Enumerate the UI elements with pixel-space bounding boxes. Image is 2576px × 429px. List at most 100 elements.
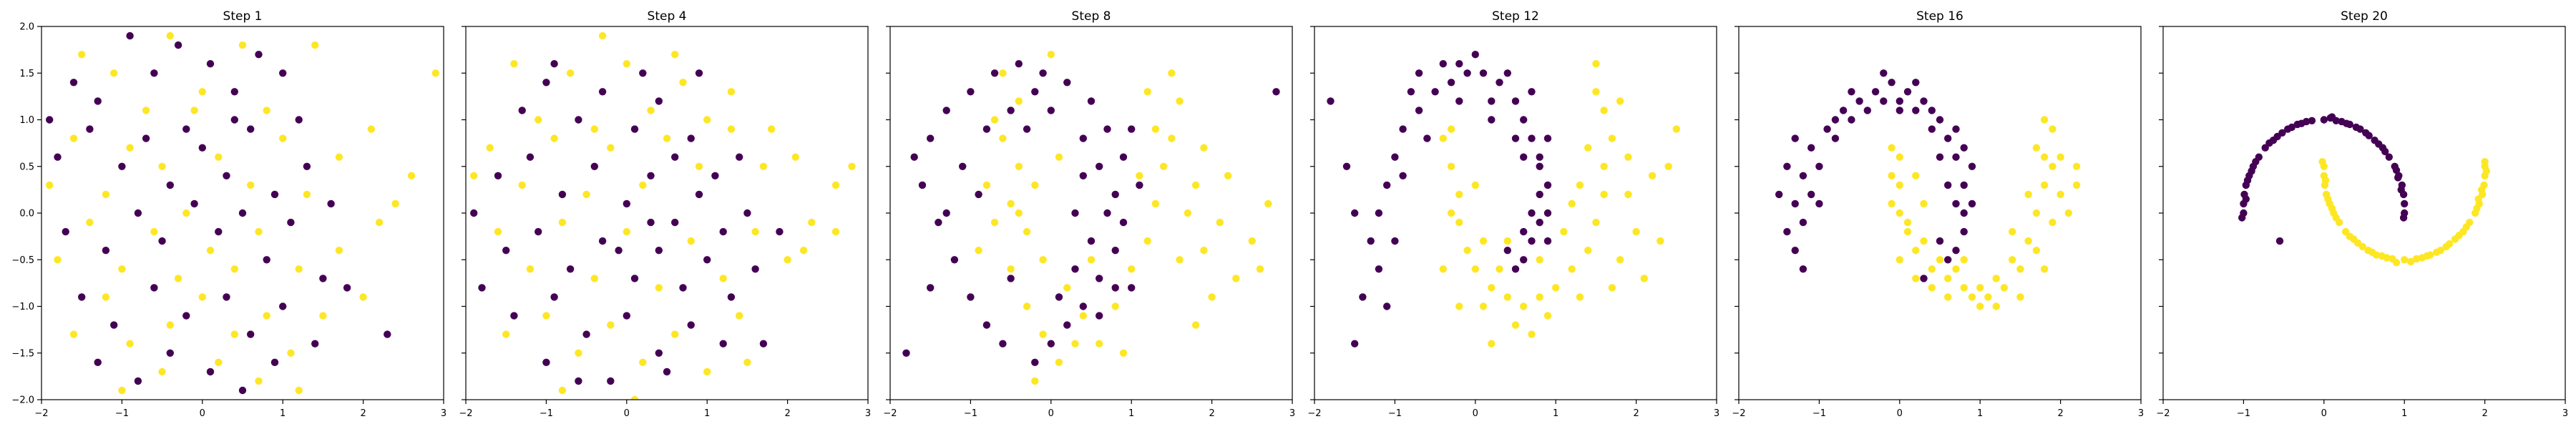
scatter-point-class-1 <box>2072 181 2081 189</box>
scatter-point-class-1 <box>319 312 327 320</box>
scatter-point-class-0 <box>1936 153 1944 161</box>
x-tick-label: 3 <box>441 408 447 419</box>
scatter-point-class-0 <box>190 199 198 208</box>
scatter-point-class-1 <box>831 227 840 236</box>
scatter-point-class-0 <box>198 144 206 152</box>
scatter-point-class-1 <box>1657 237 1664 245</box>
scatter-point-class-1 <box>502 330 510 338</box>
scatter-point-class-1 <box>1447 162 1455 170</box>
scatter-point-class-1 <box>69 330 78 338</box>
scatter-point-class-1 <box>2481 158 2489 166</box>
scatter-point-class-1 <box>736 312 743 320</box>
scatter-point-class-0 <box>2338 117 2346 126</box>
scatter-point-class-0 <box>2346 120 2353 129</box>
x-tick-label: 3 <box>1289 408 1295 419</box>
scatter-point-class-0 <box>182 312 190 320</box>
scatter-point-class-1 <box>142 107 150 114</box>
scatter-point-class-1 <box>1079 312 1088 320</box>
scatter-point-class-1 <box>295 265 303 273</box>
scatter-point-class-0 <box>1952 153 1960 161</box>
scatter-point-class-1 <box>335 153 343 161</box>
scatter-point-class-0 <box>2238 214 2246 222</box>
scatter-point-class-0 <box>902 349 910 357</box>
scatter-points <box>2238 113 2490 267</box>
scatter-point-class-1 <box>1912 275 1920 282</box>
scatter-point-class-1 <box>2455 232 2463 240</box>
scatter-point-class-0 <box>206 60 215 68</box>
scatter-point-class-1 <box>2401 256 2409 264</box>
scatter-point-class-0 <box>582 330 590 338</box>
scatter-point-class-0 <box>1367 237 1375 245</box>
scatter-point-class-1 <box>727 125 736 133</box>
scatter-point-class-0 <box>639 69 647 77</box>
scatter-point-class-0 <box>1103 125 1111 133</box>
scatter-point-class-1 <box>1624 190 1632 199</box>
scatter-point-class-0 <box>1119 153 1128 161</box>
scatter-point-class-1 <box>2072 162 2081 170</box>
scatter-point-class-1 <box>1896 181 1903 189</box>
axes-frame <box>889 26 1293 400</box>
scatter-point-class-1 <box>1143 88 1151 96</box>
scatter-point-class-1 <box>1592 88 1600 96</box>
scatter-point-class-1 <box>1439 134 1448 142</box>
scatter-point-class-1 <box>126 340 134 347</box>
scatter-point-class-0 <box>1383 302 1391 310</box>
scatter-point-class-1 <box>1256 265 1264 273</box>
scatter-point-class-0 <box>494 172 502 179</box>
scatter-point-class-0 <box>590 162 598 170</box>
scatter-point-class-0 <box>687 134 695 142</box>
scatter-point-class-0 <box>1775 190 1783 199</box>
scatter-point-class-0 <box>935 218 942 227</box>
scatter-point-class-1 <box>759 162 768 170</box>
scatter-point-class-0 <box>975 190 982 199</box>
scatter-point-class-0 <box>967 88 975 96</box>
y-tick-label: −0.5 <box>11 255 34 266</box>
scatter-point-class-0 <box>1136 181 1143 189</box>
scatter-point-class-0 <box>1415 69 1423 77</box>
subplot-6: Step 20 −2 −1 0 1 2 3 <box>2156 9 2568 419</box>
scatter-point-class-0 <box>2273 132 2281 141</box>
scatter-point-class-1 <box>1047 51 1055 59</box>
scatter-point-class-0 <box>1055 293 1063 301</box>
scatter-point-class-0 <box>1536 153 1543 161</box>
scatter-point-class-1 <box>1600 190 1608 199</box>
scatter-point-class-1 <box>2346 232 2353 240</box>
scatter-point-class-0 <box>1920 97 1928 105</box>
scatter-point-class-0 <box>1503 247 1511 255</box>
scatter-point-class-1 <box>655 284 663 292</box>
scatter-point-class-0 <box>711 172 719 179</box>
scatter-point-class-1 <box>391 199 399 208</box>
scatter-point-class-1 <box>263 107 270 114</box>
scatter-point-class-1 <box>1912 247 1920 255</box>
scatter-point-class-0 <box>2385 153 2393 161</box>
scatter-point-class-0 <box>1936 237 1944 245</box>
scatter-point-class-1 <box>1176 256 1184 264</box>
scatter-point-class-0 <box>166 349 174 357</box>
scatter-points <box>902 51 1280 385</box>
scatter-point-class-0 <box>2392 166 2401 174</box>
scatter-point-class-1 <box>598 31 607 40</box>
scatter-point-class-1 <box>1536 256 1543 264</box>
scatter-point-class-0 <box>526 153 535 161</box>
scatter-point-class-0 <box>1888 79 1896 87</box>
scatter-point-class-0 <box>102 247 110 255</box>
scatter-point-class-1 <box>1896 256 1903 264</box>
scatter-point-class-0 <box>247 125 255 133</box>
scatter-point-class-0 <box>118 162 126 170</box>
scatter-point-class-0 <box>1111 284 1119 292</box>
scatter-point-class-1 <box>647 107 655 114</box>
scatter-point-class-1 <box>295 386 303 395</box>
scatter-point-class-0 <box>230 116 238 124</box>
scatter-point-class-1 <box>78 51 86 59</box>
scatter-point-class-0 <box>566 265 575 273</box>
scatter-point-class-1 <box>1984 293 1992 301</box>
scatter-point-class-0 <box>1903 88 1912 96</box>
scatter-point-class-0 <box>1463 69 1471 77</box>
scatter-point-class-0 <box>2293 120 2301 129</box>
scatter-point-class-1 <box>848 162 856 170</box>
scatter-point-class-1 <box>1976 284 1984 292</box>
subplot-row: Step 1 −2 −1 0 1 2 3 −2.0 −1.5 −1.0 −0.5 0.0 0.5 1.0 1… <box>11 9 2568 419</box>
scatter-point-class-1 <box>238 41 247 49</box>
scatter-point-class-0 <box>1399 172 1407 179</box>
scatter-point-class-1 <box>1976 302 1984 310</box>
